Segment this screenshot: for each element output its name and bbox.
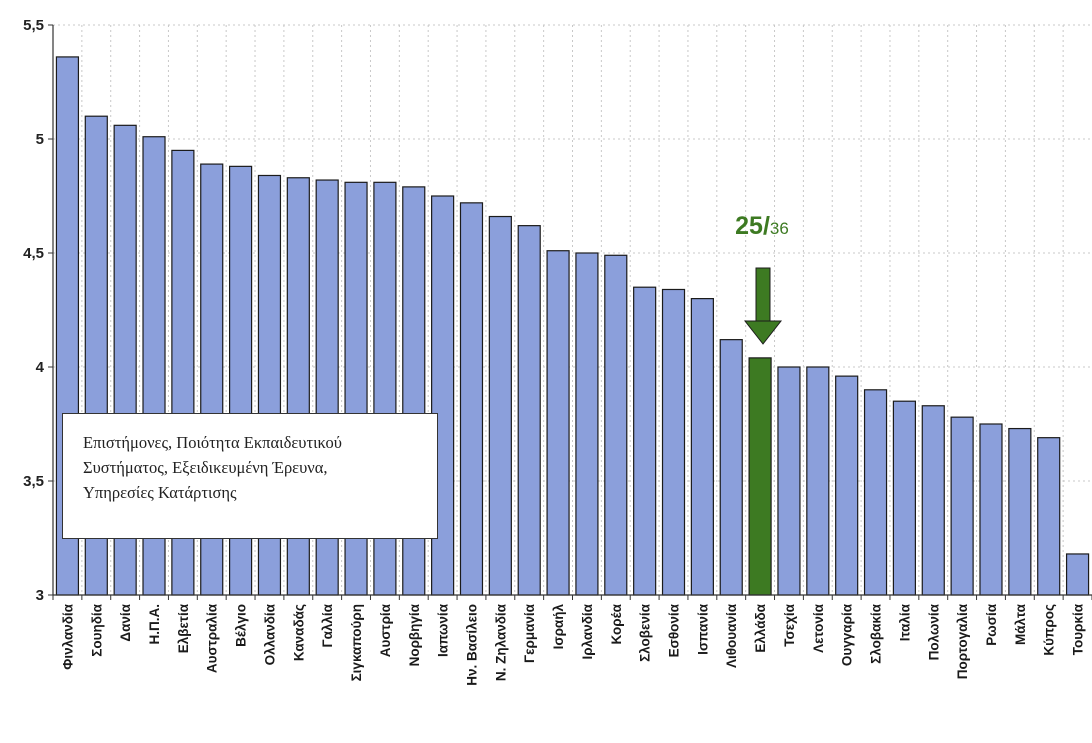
x-tick-label: Ουγγαρία: [840, 603, 855, 666]
x-tick-label: Νορβηγία: [407, 603, 422, 666]
bar-item: [777, 366, 801, 596]
x-tick-label: Πολωνία: [926, 603, 941, 660]
y-axis-tick-labels: 3 3,5 4 4,5 5 5,5: [23, 17, 45, 604]
bar-item: [979, 423, 1003, 596]
bar-item: [921, 405, 945, 596]
x-axis-tick-labels: Φινλανδία Σουηδία Δανία Η.Π.Α. Ελβετία Αυστρα…: [60, 603, 1085, 685]
legend-box: Επιστήμονες, Ποιότητα Εκπαιδευτικού Συστ…: [62, 413, 438, 539]
bar-item: [719, 339, 743, 596]
x-tick-label: Σουηδία: [89, 603, 104, 656]
legend-line-3: Υπηρεσίες Κατάρτισης: [83, 483, 237, 502]
bar-item: [488, 215, 512, 596]
x-tick-label: Κορέα: [609, 603, 624, 644]
bar-item: [633, 286, 657, 596]
bar-item: [1008, 427, 1032, 596]
x-tick-label: Γερμανία: [522, 603, 537, 663]
y-tick-label: 3: [36, 587, 44, 604]
x-tick-label: Ιαπωνία: [436, 603, 451, 657]
bar-item: [459, 202, 484, 596]
rank-total: 36: [770, 219, 789, 238]
bar-item: [806, 366, 830, 596]
bar-item: [950, 416, 974, 596]
arrow-down-icon: [743, 267, 783, 345]
x-tick-label: Ισπανία: [695, 603, 710, 655]
x-tick-label: Κύπρος: [1042, 604, 1057, 656]
y-tick-label: 5: [36, 131, 44, 148]
x-tick-label: Πορτογαλία: [955, 603, 970, 679]
x-tick-label: Ελβετία: [176, 603, 191, 653]
x-tick-label: Τουρκία: [1071, 603, 1086, 655]
x-tick-label: Δανία: [118, 603, 133, 641]
bar-item: [604, 254, 628, 596]
x-tick-label: Τσεχία: [782, 603, 797, 646]
x-tick-label: Σλοβενία: [638, 603, 653, 662]
x-tick-label: Ελλάδα: [753, 603, 768, 652]
x-tick-label: Λετονία: [811, 603, 826, 653]
y-tick-label: 3,5: [23, 473, 44, 490]
rank-annotation: 25/36: [735, 212, 789, 345]
x-tick-label: Μάλτα: [1013, 603, 1028, 645]
bar-item: [661, 288, 686, 596]
bar-item: [1065, 553, 1090, 596]
axes: [48, 24, 1092, 600]
bar-item: [1037, 437, 1061, 596]
y-tick-label: 5,5: [23, 17, 44, 34]
x-tick-label: Ιρλανδία: [580, 603, 595, 659]
x-tick-label: Σιγκαπούρη: [349, 604, 364, 681]
legend-line-2: Συστήματος, Εξειδικευμένη Έρευνα,: [83, 458, 328, 477]
x-tick-label: Ην. Βασίλειο: [464, 604, 479, 686]
x-tick-label: Ισραήλ: [551, 604, 566, 650]
bar-item: [690, 298, 714, 596]
bar-item: [835, 375, 859, 596]
x-tick-label: Ρωσία: [984, 603, 999, 645]
bar-item: [546, 250, 570, 596]
x-tick-label: Εσθονία: [667, 603, 682, 657]
x-tick-label: Ολλανδία: [262, 603, 277, 665]
x-tick-label: Βέλγιο: [234, 604, 249, 647]
bar-highlight: [748, 357, 772, 596]
x-tick-label: Γαλλία: [320, 603, 335, 647]
bar-item: [863, 389, 888, 596]
x-tick-label: Αυστραλία: [205, 603, 220, 673]
x-tick-label: Η.Π.Α.: [147, 604, 162, 645]
x-tick-label: Ιταλία: [897, 603, 912, 641]
bar-item: [517, 225, 541, 596]
x-tick-label: Ν. Ζηλανδία: [493, 603, 508, 681]
x-tick-label: Φινλανδία: [60, 603, 75, 669]
rank-value: 25/: [735, 212, 770, 240]
rank-label: 25/36: [735, 212, 789, 240]
y-tick-label: 4,5: [23, 245, 44, 262]
y-tick-label: 4: [36, 359, 45, 376]
x-tick-label: Καναδάς: [291, 604, 306, 661]
x-tick-label: Λιθουανία: [724, 603, 739, 668]
x-tick-label: Σλοβακία: [869, 603, 884, 664]
x-tick-label: Αυστρία: [378, 603, 393, 657]
bar-item: [575, 252, 599, 596]
bar-item: [892, 400, 917, 596]
legend-line-1: Επιστήμονες, Ποιότητα Εκπαιδευτικού: [83, 433, 342, 452]
